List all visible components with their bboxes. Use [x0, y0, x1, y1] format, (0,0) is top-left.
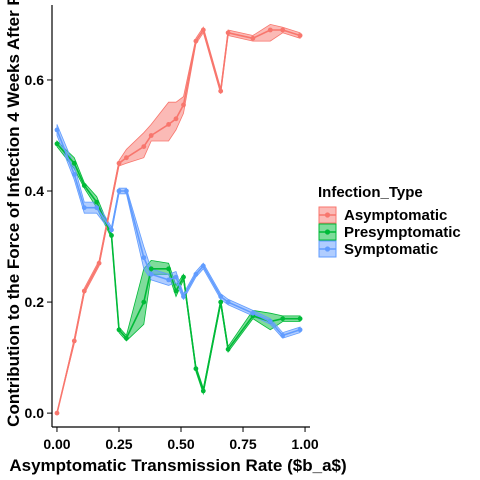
symptomatic-point: [297, 327, 303, 333]
asymptomatic-point: [141, 144, 147, 150]
symptomatic-point: [124, 188, 129, 194]
symptomatic-point: [148, 271, 154, 277]
presymptomatic-point: [54, 141, 60, 147]
y-tick-label: 0.6: [25, 72, 45, 88]
symptomatic-point: [218, 294, 224, 299]
y-tick-label: 0.2: [25, 294, 45, 310]
asymptomatic-point: [250, 35, 256, 41]
presymptomatic-ribbon: [56, 140, 301, 396]
legend-title: Infection_Type: [318, 184, 423, 201]
presymptomatic-point: [141, 299, 147, 305]
symptomatic-point: [71, 172, 77, 177]
data-point-layer: [54, 27, 303, 416]
presymptomatic-point: [218, 299, 224, 305]
symptomatic-point: [116, 188, 122, 194]
legend-key-presymptomatic: [318, 223, 337, 241]
symptomatic-ribbon: [56, 124, 301, 339]
x-ticks: 0.00 0.25 0.50 0.75 1.00: [43, 427, 319, 452]
presymptomatic-point: [109, 233, 114, 238]
legend-label-symptomatic: Symptomatic: [344, 241, 438, 258]
symptomatic-point: [166, 277, 172, 283]
presymptomatic-point: [173, 288, 179, 294]
presymptomatic-point: [124, 335, 129, 341]
asymptomatic-point: [54, 410, 60, 416]
presymptomatic-point: [193, 366, 199, 372]
legend-key-asymptomatic: [318, 206, 337, 224]
asymptomatic-point: [181, 102, 186, 108]
presymptomatic-point: [81, 183, 87, 188]
asymptomatic-point: [116, 160, 122, 166]
x-axis-title: Asymptomatic Transmission Rate ($b_a$): [9, 456, 346, 475]
legend-swatch-point: [324, 246, 331, 252]
legend-label-presymptomatic: Presymptomatic: [344, 224, 461, 241]
symptomatic-point: [181, 294, 186, 299]
symptomatic-point: [280, 333, 286, 338]
presymptomatic-point: [148, 266, 154, 272]
symptomatic-line: [56, 129, 301, 337]
asymptomatic-point: [225, 30, 231, 36]
presymptomatic-point: [280, 316, 286, 322]
symptomatic-point: [225, 299, 231, 305]
y-tick-label: 0.0: [25, 405, 45, 421]
symptomatic-point: [267, 319, 273, 324]
x-tick-label: 0.75: [229, 436, 256, 452]
legend-swatch-point: [324, 229, 331, 235]
presymptomatic-point: [225, 346, 231, 352]
asymptomatic-point: [280, 27, 286, 33]
asymptomatic-point: [173, 116, 179, 122]
symptomatic-point: [81, 205, 87, 211]
symptomatic-point: [94, 205, 100, 211]
presymptomatic-point: [71, 160, 77, 166]
x-tick-label: 0.00: [43, 436, 70, 452]
symptomatic-point: [173, 274, 179, 280]
presymptomatic-point: [181, 274, 186, 280]
x-tick-label: 0.25: [105, 436, 132, 452]
legend: Infection_Type AsymptomaticPresymptomati…: [318, 184, 461, 258]
asymptomatic-point: [124, 155, 129, 161]
y-tick-label: 0.4: [25, 183, 45, 199]
legend-label-asymptomatic: Asymptomatic: [344, 207, 447, 224]
ribbon-layer: [56, 23, 301, 414]
legend-key-symptomatic: [318, 240, 337, 258]
x-tick-label: 1.00: [291, 436, 318, 452]
presymptomatic-point: [297, 316, 303, 322]
presymptomatic-point: [200, 388, 206, 394]
asymptomatic-point: [297, 33, 303, 38]
asymptomatic-point: [166, 122, 172, 127]
asymptomatic-point: [193, 38, 199, 44]
symptomatic-point: [193, 271, 199, 277]
symptomatic-point: [54, 127, 60, 133]
y-axis-title: Contribution to the Force of Infection 4…: [4, 0, 23, 427]
asymptomatic-point: [71, 338, 77, 344]
asymptomatic-point: [96, 260, 102, 266]
symptomatic-point: [141, 255, 147, 260]
symptomatic-point: [200, 263, 206, 269]
series-line-layer: [56, 29, 301, 414]
presymptomatic-point: [116, 327, 122, 333]
legend-swatch-point: [324, 212, 331, 218]
asymptomatic-point: [200, 27, 206, 33]
asymptomatic-point: [148, 133, 154, 138]
presymptomatic-point: [94, 199, 100, 205]
presymptomatic-point: [166, 266, 172, 272]
y-ticks: 0.0 0.2 0.4 0.6: [25, 72, 52, 421]
symptomatic-point: [109, 227, 114, 233]
x-tick-label: 0.50: [167, 436, 194, 452]
presymptomatic-line: [56, 143, 301, 392]
asymptomatic-line: [56, 29, 301, 414]
asymptomatic-ribbon: [56, 23, 301, 414]
symptomatic-point: [250, 310, 256, 316]
asymptomatic-point: [218, 88, 224, 94]
asymptomatic-point: [81, 288, 87, 294]
asymptomatic-point: [267, 27, 273, 33]
